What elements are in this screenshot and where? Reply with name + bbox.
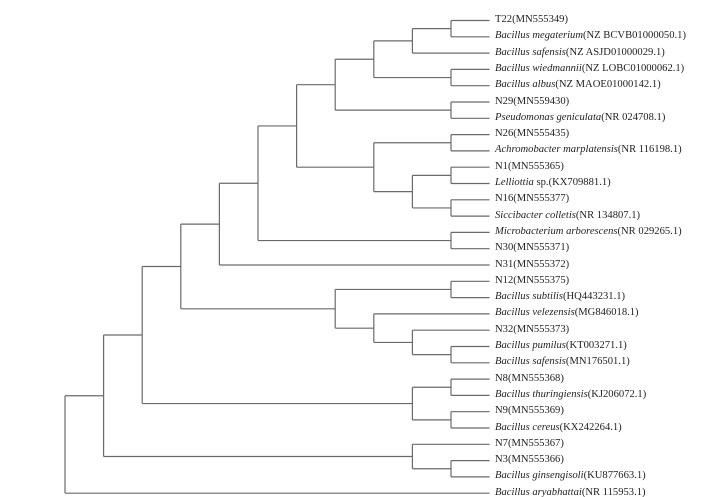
taxon-name-italic: Bacillus megaterium <box>495 30 583 42</box>
accession-number: (MN555373) <box>513 323 570 335</box>
leaf-label: Bacillus megaterium(NZ BCVB01000050.1) <box>495 30 686 42</box>
accession-number: (KT003271.1) <box>565 340 627 351</box>
leaf-label: N3(MN555366) <box>495 454 564 466</box>
accession-number: (MN559430) <box>513 95 570 107</box>
leaf-label: Bacillus velezensis(MG846018.1) <box>495 307 639 319</box>
leaf-label: Bacillus safensis(MN176501.1) <box>495 356 630 368</box>
taxon-name: N9 <box>495 405 508 417</box>
accession-number: (NZ BCVB01000050.1) <box>582 30 686 42</box>
taxon-name: N1 <box>495 160 508 172</box>
taxon-name-italic: Achromobacter marplatensis <box>495 144 618 156</box>
leaf-label: N16(MN555377) <box>495 193 569 205</box>
taxon-name-italic: Bacillus velezensis <box>495 307 575 319</box>
accession-number: (NR 024708.1) <box>601 111 666 123</box>
accession-number: (MN555366) <box>507 454 564 466</box>
accession-number: (MN555372) <box>513 258 570 270</box>
leaf-label: Bacillus wiedmannii(NZ LOBC01000062.1) <box>495 63 684 75</box>
taxon-name: T22 <box>495 14 513 25</box>
taxon-name-italic: Bacillus pumilus <box>495 340 566 351</box>
leaf-label: N31(MN555372) <box>495 259 569 271</box>
taxon-name: N30 <box>495 242 514 254</box>
taxon-name: N16 <box>495 193 514 205</box>
leaf-label: N7(MN555367) <box>495 438 564 450</box>
taxon-name-italic: Lelliottia <box>495 177 534 188</box>
accession-number: (MN176501.1) <box>565 356 630 368</box>
leaf-label: N30(MN555371) <box>495 242 569 254</box>
taxon-name-italic: Pseudomonas geniculata <box>495 111 602 123</box>
accession-number: (KX709881.1) <box>548 177 611 188</box>
taxon-name: N8 <box>495 372 508 384</box>
accession-number: (MN555371) <box>513 242 570 254</box>
taxon-name-italic: Bacillus wiedmannii <box>495 62 582 74</box>
leaf-label: Bacillus thuringiensis(KJ206072.1) <box>495 389 646 401</box>
taxon-name: N12 <box>495 274 514 286</box>
accession-number: (MN555369) <box>507 405 564 417</box>
leaf-label: Bacillus cereus(KX242264.1) <box>495 422 622 434</box>
leaf-label: Microbacterium arborescens(NR 029265.1) <box>495 226 682 238</box>
leaf-label: Achromobacter marplatensis(NR 116198.1) <box>495 144 682 156</box>
taxon-name-italic: Bacillus safensis <box>495 46 566 58</box>
accession-number: (MN555377) <box>513 193 570 205</box>
leaf-label: Bacillus pumilus(KT003271.1) <box>495 340 627 352</box>
accession-number: (MN555435) <box>513 128 570 140</box>
leaf-label: Bacillus aryabhattai(NR 115953.1) <box>495 487 646 497</box>
accession-number: (NR 029265.1) <box>617 225 682 237</box>
taxon-name-italic: Bacillus thuringiensis <box>495 388 588 400</box>
leaf-label: Bacillus albus(NZ MAOE01000142.1) <box>495 79 661 91</box>
leaf-label: N1(MN555365) <box>495 161 564 173</box>
accession-number: (NR 116198.1) <box>617 144 682 156</box>
accession-number: (KJ206072.1) <box>587 388 647 400</box>
leaf-label: T22(MN555349) <box>495 14 568 26</box>
taxon-name: sp. <box>533 177 549 188</box>
leaf-label: N8(MN555368) <box>495 373 564 385</box>
leaf-label: Bacillus ginsengisoli(KU877663.1) <box>495 470 646 482</box>
accession-number: (NZ ASJD01000029.1) <box>565 46 665 58</box>
taxon-name-italic: Bacillus ginsengisoli <box>495 470 584 482</box>
accession-number: (NZ LOBC01000062.1) <box>581 62 685 74</box>
leaf-label: N12(MN555375) <box>495 275 569 287</box>
taxon-name: N32 <box>495 323 514 335</box>
taxon-name-italic: Bacillus aryabhattai <box>495 486 582 497</box>
leaf-label: N26(MN555435) <box>495 128 569 140</box>
taxon-name-italic: Bacillus cereus <box>495 421 560 433</box>
accession-number: (MN555365) <box>507 160 564 172</box>
taxon-name-italic: Bacillus subtilis <box>495 291 563 303</box>
leaf-label: N9(MN555369) <box>495 405 564 417</box>
taxon-name-italic: Bacillus safensis <box>495 356 566 368</box>
taxon-name-italic: Bacillus albus <box>495 79 556 91</box>
taxon-name-italic: Microbacterium arborescens <box>495 225 618 237</box>
accession-number: (MG846018.1) <box>574 307 639 319</box>
taxon-name: N26 <box>495 128 514 140</box>
accession-number: (KU877663.1) <box>583 470 646 482</box>
taxon-name: N3 <box>495 454 508 466</box>
leaf-label: Bacillus safensis(NZ ASJD01000029.1) <box>495 47 665 59</box>
taxon-name-italic: Siccibacter colletis <box>495 209 576 221</box>
leaf-label: Bacillus subtilis(HQ443231.1) <box>495 291 625 303</box>
accession-number: (MN555367) <box>507 437 564 449</box>
accession-number: (NR 115953.1) <box>581 486 646 497</box>
accession-number: (NZ MAOE01000142.1) <box>555 79 661 91</box>
leaf-label: Lelliottia sp.(KX709881.1) <box>495 177 611 189</box>
accession-number: (HQ443231.1) <box>562 291 626 303</box>
taxon-name: N29 <box>495 95 514 107</box>
leaf-label: N32(MN555373) <box>495 324 569 336</box>
leaf-label: N29(MN559430) <box>495 96 569 108</box>
accession-number: (NR 134807.1) <box>575 209 641 221</box>
taxon-name: N31 <box>495 258 514 270</box>
accession-number: (MN555368) <box>507 372 564 384</box>
accession-number: (MN555349) <box>512 14 568 25</box>
accession-number: (KX242264.1) <box>559 421 622 433</box>
taxon-name: N7 <box>495 437 508 449</box>
accession-number: (MN555375) <box>513 274 570 286</box>
leaf-label: Pseudomonas geniculata(NR 024708.1) <box>495 112 665 124</box>
leaf-label: Siccibacter colletis(NR 134807.1) <box>495 210 640 222</box>
